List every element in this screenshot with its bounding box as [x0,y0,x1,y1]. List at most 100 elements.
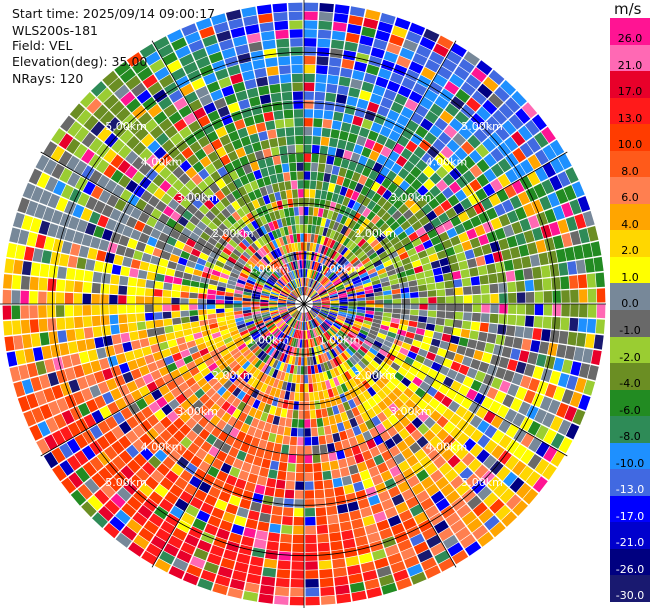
velocity-gate [337,403,346,414]
velocity-gate [319,275,326,284]
velocity-gate [242,163,253,175]
velocity-gate [312,454,321,463]
velocity-gate [357,43,372,55]
velocity-gate [348,270,358,278]
velocity-gate [103,164,117,179]
velocity-gate [180,310,190,317]
velocity-gate [185,417,197,429]
velocity-gate [467,134,481,149]
velocity-gate [304,278,307,287]
velocity-gate [237,343,247,351]
velocity-gate [194,263,205,272]
velocity-gate [299,215,304,225]
velocity-gate [315,225,321,235]
velocity-gate [429,124,443,138]
velocity-gate [336,194,345,205]
velocity-gate [138,527,154,542]
velocity-gate [198,304,207,310]
velocity-gate [279,278,287,286]
velocity-gate [316,235,322,244]
velocity-gate [354,163,365,174]
velocity-gate [285,284,292,292]
velocity-gate [523,203,536,217]
velocity-gate [336,223,344,233]
velocity-gate [380,361,390,371]
velocity-gate [506,494,522,510]
velocity-gate [311,144,320,154]
velocity-gate [339,299,348,302]
velocity-gate [331,30,346,41]
velocity-gate [304,127,313,136]
velocity-gate [68,216,80,230]
velocity-gate [319,199,326,209]
velocity-gate [483,454,497,469]
velocity-gate [525,471,541,487]
velocity-gate [47,278,57,291]
velocity-gate [439,88,454,102]
velocity-gate [182,388,194,399]
velocity-gate [331,120,342,130]
velocity-gate [231,235,241,245]
velocity-gate [274,388,281,398]
velocity-gate [299,312,303,321]
velocity-gate [279,310,288,315]
velocity-gate [321,381,327,391]
velocity-gate [257,158,267,169]
velocity-gate [471,285,481,295]
velocity-gate [309,242,314,252]
velocity-gate [534,132,549,148]
velocity-gate [233,304,242,308]
velocity-gate [446,369,458,380]
velocity-gate [356,225,365,235]
velocity-gate [64,305,74,317]
velocity-gate [409,286,419,293]
velocity-gate [163,243,174,254]
velocity-gate [310,171,318,181]
velocity-gate [178,365,189,375]
velocity-gate [430,422,443,435]
velocity-gate [346,287,355,293]
velocity-gate [23,410,37,427]
velocity-gate [282,516,293,526]
velocity-gate [260,306,269,309]
velocity-gate [178,173,191,185]
velocity-gate [273,329,281,337]
velocity-gate [379,12,396,25]
velocity-gate [285,480,295,490]
velocity-gate [345,251,354,260]
velocity-gate [256,391,265,401]
colorbar-tick-label: -4.0 [619,377,641,391]
velocity-gate [147,362,158,373]
velocity-gate [184,133,197,146]
velocity-gate [585,333,595,349]
velocity-gate [280,533,292,543]
velocity-gate [283,274,290,283]
velocity-gate [276,370,282,380]
velocity-gate [414,243,425,253]
velocity-gate [281,163,290,173]
velocity-gate [174,330,184,339]
velocity-gate [306,269,310,278]
velocity-gate [304,375,309,384]
velocity-gate [253,538,267,550]
velocity-gate [332,21,347,32]
velocity-gate [148,263,158,273]
velocity-gate [313,234,319,244]
velocity-gate [518,465,534,482]
velocity-gate [158,258,169,268]
velocity-gate [383,259,393,268]
velocity-gate [269,138,279,148]
velocity-gate [418,316,428,323]
velocity-gate [335,333,344,342]
velocity-gate [430,542,446,556]
velocity-gate [330,274,338,282]
velocity-gate [196,17,212,31]
velocity-gate [243,527,256,538]
velocity-gate [480,470,495,485]
range-ring-label: 2.00km [212,227,254,240]
velocity-gate [446,490,461,504]
velocity-gate [219,520,233,532]
velocity-gate [278,298,287,302]
velocity-gate [258,326,267,333]
velocity-gate [37,421,51,437]
